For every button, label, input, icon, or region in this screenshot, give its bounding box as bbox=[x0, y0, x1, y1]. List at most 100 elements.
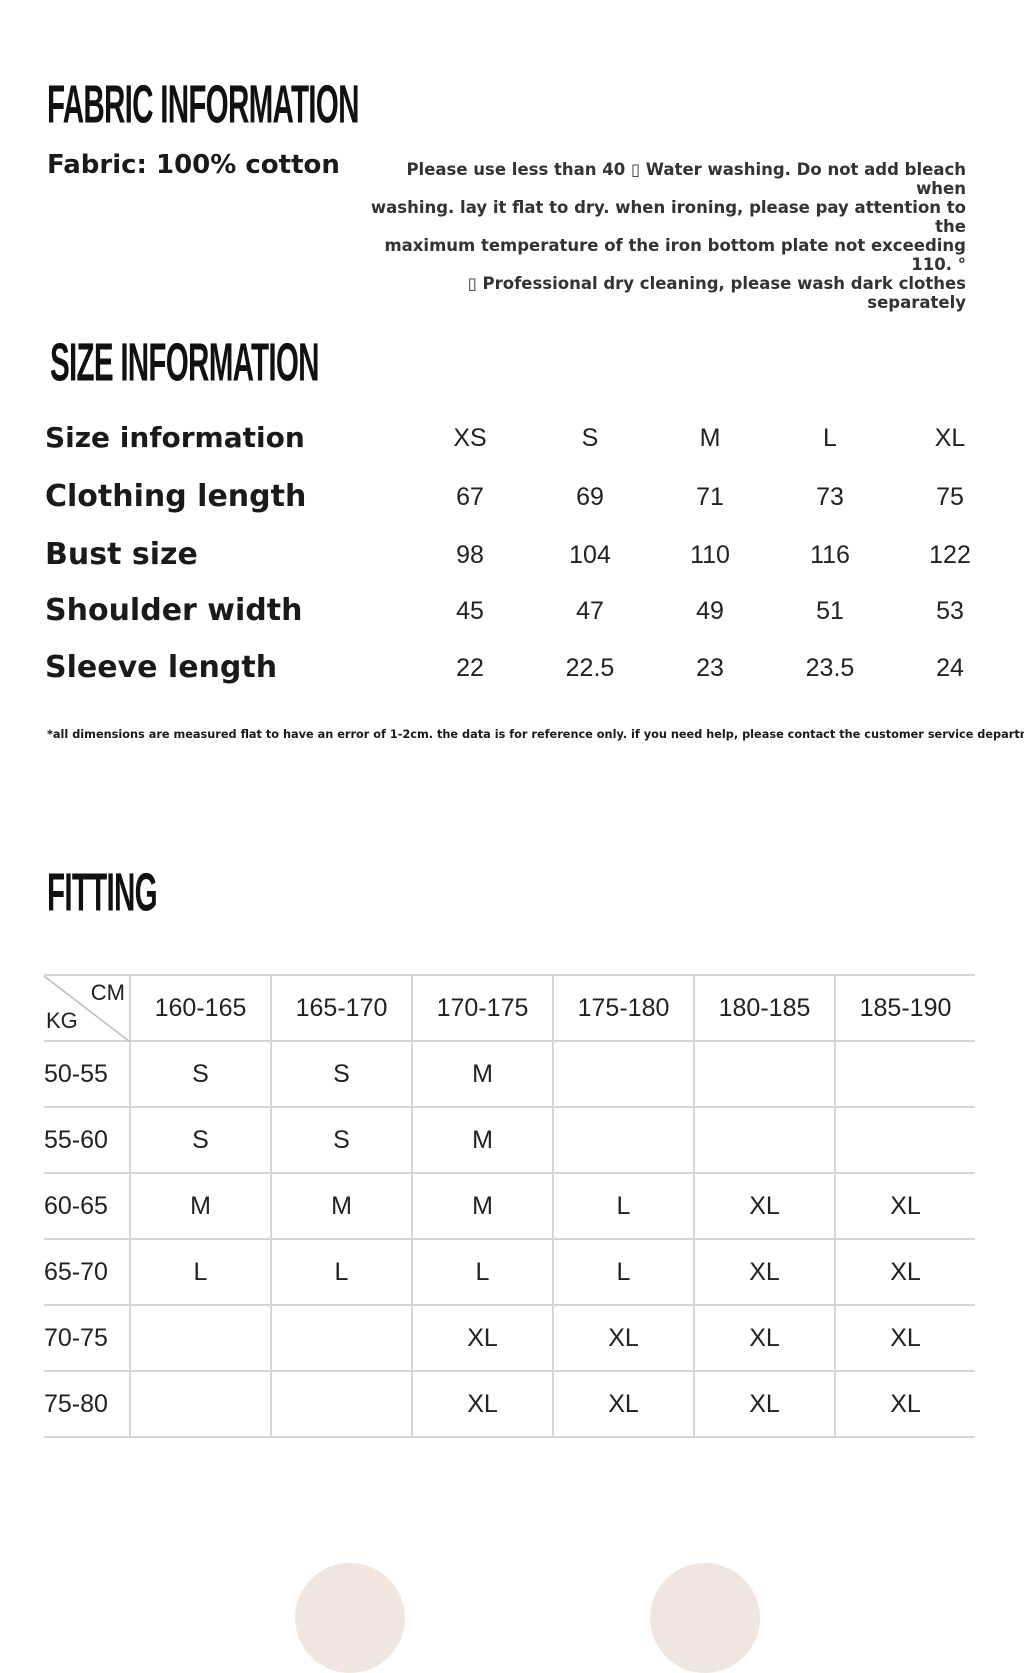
fitting-heading: FITTING bbox=[47, 863, 158, 923]
recommended-size-cell: L bbox=[411, 1238, 554, 1306]
fitting-row: 55-60 S S M bbox=[44, 1106, 975, 1174]
size-value: 53 bbox=[936, 597, 964, 625]
recommended-size-cell: XL bbox=[834, 1238, 975, 1306]
size-value: 22.5 bbox=[565, 654, 615, 682]
fabric-heading: FABRIC INFORMATION bbox=[47, 75, 359, 135]
care-line: ▯ Professional dry cleaning, please wash… bbox=[467, 274, 966, 312]
recommended-size-cell: XL bbox=[693, 1172, 836, 1240]
product-image-top bbox=[295, 1563, 405, 1673]
recommended-size-cell: L bbox=[552, 1172, 695, 1240]
size-value: M bbox=[699, 424, 721, 452]
corner-cell: CM KG bbox=[44, 974, 131, 1042]
diagonal-divider bbox=[44, 976, 130, 1042]
care-line: maximum temperature of the iron bottom p… bbox=[384, 236, 966, 274]
recommended-size-cell: XL bbox=[834, 1370, 975, 1438]
recommended-size-cell bbox=[693, 1106, 836, 1174]
recommended-size-cell bbox=[552, 1040, 695, 1108]
size-value: 110 bbox=[690, 541, 730, 569]
recommended-size-cell: M bbox=[411, 1106, 554, 1174]
size-row-label: Shoulder width bbox=[45, 593, 303, 628]
recommended-size-cell bbox=[129, 1370, 272, 1438]
fitting-table: CM KG 160-165 165-170 170-175 175-180 180-18… bbox=[44, 974, 975, 1438]
recommended-size-cell: S bbox=[270, 1040, 413, 1108]
recommended-size-cell: XL bbox=[693, 1304, 836, 1372]
fitting-row: 60-65 M M M L XL XL bbox=[44, 1172, 975, 1240]
recommended-size-cell: S bbox=[129, 1106, 272, 1174]
recommended-size-cell: S bbox=[270, 1106, 413, 1174]
weight-range-cell: 55-60 bbox=[44, 1106, 131, 1174]
fitting-row: 50-55 S S M bbox=[44, 1040, 975, 1108]
recommended-size-cell: XL bbox=[834, 1172, 975, 1240]
recommended-size-cell bbox=[834, 1040, 975, 1108]
size-value: 67 bbox=[456, 483, 484, 511]
size-row-label: Bust size bbox=[45, 537, 198, 572]
recommended-size-cell: XL bbox=[552, 1304, 695, 1372]
size-value: 104 bbox=[569, 541, 611, 569]
size-value: 45 bbox=[456, 597, 484, 625]
size-value: S bbox=[581, 424, 599, 452]
weight-range-cell: 50-55 bbox=[44, 1040, 131, 1108]
size-value: 69 bbox=[576, 483, 604, 511]
size-value: 75 bbox=[936, 483, 964, 511]
recommended-size-cell: M bbox=[129, 1172, 272, 1240]
measurement-note: *all dimensions are measured flat to hav… bbox=[47, 728, 1024, 741]
fitting-row: 70-75 XL XL XL XL bbox=[44, 1304, 975, 1372]
recommended-size-cell: L bbox=[552, 1238, 695, 1306]
recommended-size-cell bbox=[552, 1106, 695, 1174]
recommended-size-cell bbox=[270, 1304, 413, 1372]
fitting-row: 75-80 XL XL XL XL bbox=[44, 1370, 975, 1438]
weight-range-cell: 70-75 bbox=[44, 1304, 131, 1372]
size-value: 116 bbox=[810, 541, 850, 569]
height-range-header: 175-180 bbox=[552, 974, 695, 1042]
recommended-size-cell bbox=[834, 1106, 975, 1174]
recommended-size-cell: S bbox=[129, 1040, 272, 1108]
size-row-label: Size information bbox=[45, 421, 305, 454]
size-value: 23 bbox=[696, 654, 724, 682]
size-value: 122 bbox=[929, 541, 971, 569]
size-row: Sleeve length 22 22.5 23 23.5 24 bbox=[0, 648, 1024, 688]
size-row: Shoulder width 45 47 49 51 53 bbox=[0, 591, 1024, 631]
weight-range-cell: 75-80 bbox=[44, 1370, 131, 1438]
size-row-label: Clothing length bbox=[45, 479, 307, 514]
size-row: Size information XS S M L XL bbox=[0, 418, 1024, 458]
height-range-header: 160-165 bbox=[129, 974, 272, 1042]
recommended-size-cell bbox=[129, 1304, 272, 1372]
recommended-size-cell bbox=[693, 1040, 836, 1108]
size-heading: SIZE INFORMATION bbox=[50, 333, 320, 393]
size-value: 98 bbox=[456, 541, 484, 569]
product-image-top bbox=[650, 1563, 760, 1673]
size-value: 73 bbox=[816, 483, 844, 511]
care-instructions: Please use less than 40 ▯ Water washing.… bbox=[366, 160, 966, 312]
size-value: 23.5 bbox=[805, 654, 855, 682]
size-value: XL bbox=[934, 424, 966, 452]
weight-range-cell: 60-65 bbox=[44, 1172, 131, 1240]
recommended-size-cell bbox=[270, 1370, 413, 1438]
recommended-size-cell: M bbox=[411, 1040, 554, 1108]
size-value: XS bbox=[453, 424, 487, 452]
size-value: 71 bbox=[696, 483, 724, 511]
size-value: 24 bbox=[936, 654, 964, 682]
recommended-size-cell: L bbox=[129, 1238, 272, 1306]
weight-unit-label: KG bbox=[46, 1008, 78, 1033]
recommended-size-cell: XL bbox=[411, 1304, 554, 1372]
size-value: 22 bbox=[456, 654, 484, 682]
height-range-header: 165-170 bbox=[270, 974, 413, 1042]
height-unit-label: CM bbox=[90, 980, 125, 1005]
size-value: 49 bbox=[696, 597, 724, 625]
weight-range-cell: 65-70 bbox=[44, 1238, 131, 1306]
care-line: Please use less than 40 ▯ Water washing.… bbox=[406, 160, 966, 198]
recommended-size-cell: M bbox=[411, 1172, 554, 1240]
recommended-size-cell: XL bbox=[693, 1370, 836, 1438]
size-row: Clothing length 67 69 71 73 75 bbox=[0, 477, 1024, 517]
size-value: L bbox=[823, 424, 837, 452]
recommended-size-cell: M bbox=[270, 1172, 413, 1240]
size-value: 47 bbox=[576, 597, 604, 625]
fabric-composition: Fabric: 100% cotton bbox=[47, 150, 340, 180]
size-value: 51 bbox=[816, 597, 844, 625]
recommended-size-cell: XL bbox=[834, 1304, 975, 1372]
height-range-header: 185-190 bbox=[834, 974, 975, 1042]
care-line: washing. lay it flat to dry. when ironin… bbox=[370, 198, 966, 236]
recommended-size-cell: XL bbox=[693, 1238, 836, 1306]
height-range-header: 170-175 bbox=[411, 974, 554, 1042]
fitting-row: 65-70 L L L L XL XL bbox=[44, 1238, 975, 1306]
